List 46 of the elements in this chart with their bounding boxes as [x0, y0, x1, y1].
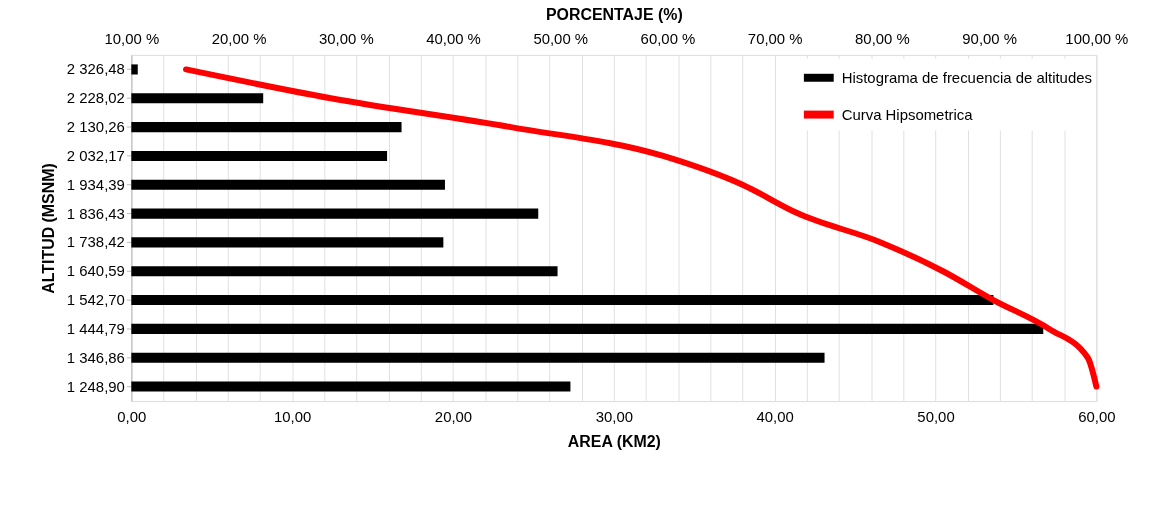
x2-tick-label: 90,00 %: [962, 30, 1017, 48]
bar: [131, 64, 138, 75]
x-tick-label: 0,00: [117, 407, 147, 425]
bar: [131, 93, 264, 104]
y-tick-label: 1 346,86: [66, 348, 125, 366]
bar: [131, 237, 444, 248]
bar: [131, 122, 402, 133]
y-axis-title: ALTITUD (MSNM): [39, 163, 57, 294]
y-tick-label: 1 444,79: [66, 319, 125, 337]
x2-tick-label: 40,00 %: [426, 30, 481, 48]
y-tick-label: 2 326,48: [66, 60, 125, 78]
bar: [131, 295, 994, 306]
y-tick-label: 1 640,59: [66, 262, 125, 280]
bar: [131, 208, 539, 219]
x2-tick-label: 70,00 %: [747, 30, 803, 48]
bar: [131, 352, 825, 363]
x2-tick-label: 100,00 %: [1065, 30, 1129, 48]
bar: [131, 266, 558, 277]
x-tick-label: 30,00: [595, 407, 633, 425]
y-tick-label: 1 248,90: [66, 377, 125, 395]
bar: [131, 323, 1044, 334]
y-tick-label: 2 228,02: [66, 89, 125, 107]
bar: [131, 150, 388, 161]
x-tick-label: 10,00: [274, 407, 312, 425]
x2-tick-label: 20,00 %: [211, 30, 267, 48]
y-tick-label: 2 032,17: [66, 146, 125, 164]
y-tick-label: 1 738,42: [66, 233, 125, 251]
y-tick-label: 2 130,26: [66, 118, 125, 136]
x-tick-label: 40,00: [756, 407, 794, 425]
y-tick-label: 1 836,43: [66, 204, 125, 222]
x2-tick-label: 80,00 %: [855, 30, 910, 48]
legend-label: Histograma de frecuencia de altitudes: [841, 68, 1092, 86]
x-tick-label: 60,00: [1078, 407, 1116, 425]
x2-tick-label: 10,00 %: [104, 30, 160, 48]
x-tick-label: 20,00: [434, 407, 473, 425]
legend-label: Curva Hipsometrica: [841, 105, 974, 123]
x2-axis-title: PORCENTAJE (%): [546, 5, 683, 23]
x-axis-title: AREA (KM2): [567, 433, 661, 451]
x2-tick-label: 50,00 %: [533, 30, 589, 48]
y-tick-label: 1 542,70: [66, 291, 125, 309]
x2-tick-label: 60,00 %: [640, 30, 696, 48]
x2-tick-label: 30,00 %: [318, 30, 374, 48]
bar: [131, 381, 571, 392]
x-tick-label: 50,00: [917, 407, 955, 425]
y-tick-label: 1 934,39: [66, 175, 125, 193]
bar: [131, 179, 445, 190]
